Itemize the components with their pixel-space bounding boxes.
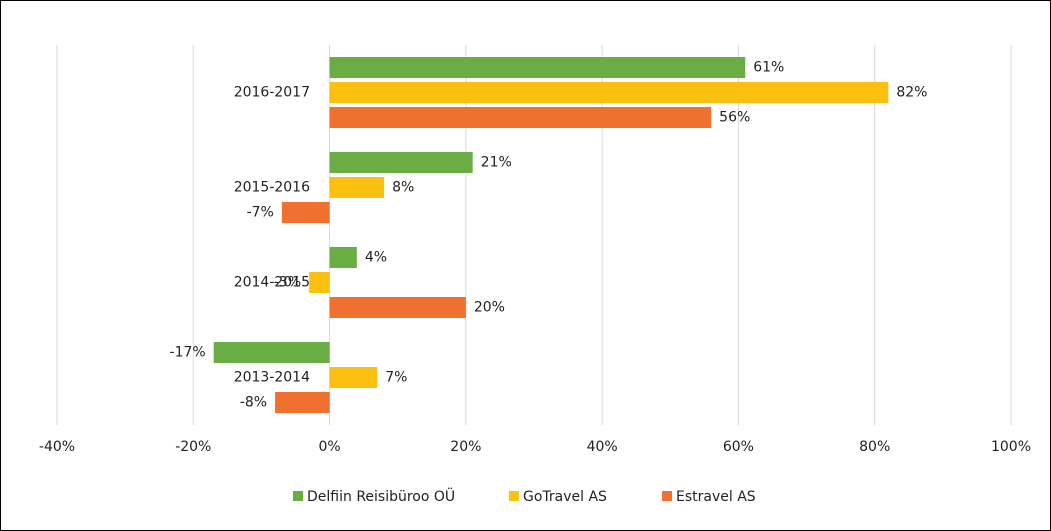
x-tick-label: 40% [587,439,618,455]
legend-swatch [293,491,303,501]
bar [281,202,330,223]
bar [275,392,330,413]
value-label: -8% [240,395,267,411]
x-tick-label: -20% [175,439,211,455]
bar [329,107,712,128]
bar [329,297,466,318]
x-tick-label: 20% [450,439,481,455]
value-label: 8% [392,180,414,196]
value-label: 82% [896,85,927,101]
legend-label: GoTravel AS [523,489,607,505]
value-label: 21% [481,155,512,171]
bar [329,152,473,173]
category-label: 2013-2014 [234,370,310,386]
value-label: 56% [719,110,750,126]
x-tick-label: 80% [859,439,890,455]
value-label: -3% [274,275,301,291]
value-label: 7% [385,370,407,386]
bar [329,82,889,103]
bar [329,57,746,78]
legend-swatch [509,491,519,501]
legend-label: Estravel AS [676,489,756,505]
bar [329,367,378,388]
value-label: 4% [365,250,387,266]
bar [309,272,330,293]
x-tick-label: 100% [991,439,1031,455]
x-tick-label: -40% [39,439,75,455]
x-tick-label: 60% [723,439,754,455]
bar [213,342,330,363]
value-label: -7% [247,205,274,221]
legend-label: Delfiin Reisibüroo OÜ [307,487,455,505]
bar [329,247,357,268]
x-tick-label: 0% [318,439,340,455]
category-label: 2014-2015 [234,275,310,291]
value-label: 20% [474,300,505,316]
category-label: 2016-2017 [234,85,310,101]
value-label: -17% [170,345,206,361]
value-label: 61% [753,60,784,76]
bar [329,177,385,198]
category-label: 2015-2016 [234,180,310,196]
legend-swatch [662,491,672,501]
